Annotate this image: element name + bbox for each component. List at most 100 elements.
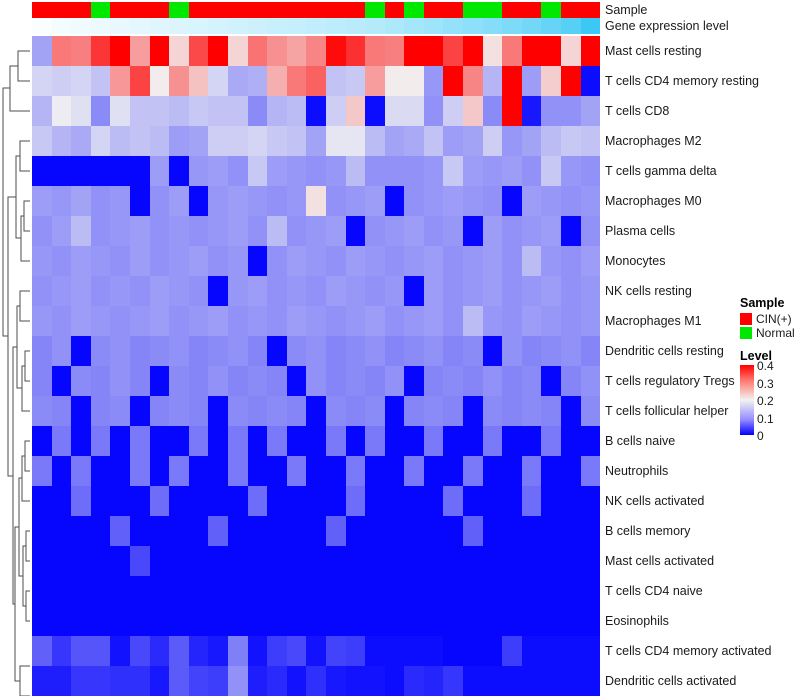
heatmap-cell (169, 456, 189, 486)
heatmap-cell (541, 186, 562, 216)
heatmap-cell (247, 276, 268, 306)
heatmap-cell (306, 216, 326, 246)
heatmap-row (32, 396, 601, 426)
heatmap-row (32, 246, 601, 276)
heatmap-cell (423, 186, 444, 216)
heatmap-cell (580, 366, 601, 396)
heatmap-cell (188, 456, 209, 486)
heatmap-cell (443, 546, 464, 576)
heatmap-cell (267, 456, 287, 486)
heatmap-cell (71, 306, 91, 336)
legend-entry-label: CIN(+) (756, 311, 792, 326)
heatmap-cell (580, 96, 601, 126)
heatmap-cell (90, 336, 111, 366)
heatmap-cell (110, 366, 130, 396)
sample-annotation-cell (502, 2, 522, 18)
heatmap-cell (51, 66, 72, 96)
heatmap-cell (384, 246, 405, 276)
heatmap-cell (365, 96, 385, 126)
heatmap-cell (110, 666, 130, 696)
heatmap-cell (463, 546, 483, 576)
heatmap-cell (561, 576, 581, 606)
heatmap-cell (149, 156, 170, 186)
heatmap-cell (443, 636, 464, 666)
legend-entry-label: Normal (756, 325, 795, 340)
heatmap-row-label: Plasma cells (605, 224, 676, 238)
heatmap-cell (227, 486, 248, 516)
heatmap-cell (32, 546, 52, 576)
heatmap-cell (482, 96, 503, 126)
heatmap-cell (443, 36, 464, 66)
heatmap-cell (443, 246, 464, 276)
heatmap-cell (51, 516, 72, 546)
heatmap-cell (71, 666, 91, 696)
heatmap-row-label: Mast cells activated (605, 554, 715, 568)
heatmap-cell (404, 606, 424, 636)
heatmap-cell (286, 276, 307, 306)
heatmap-cell (129, 126, 150, 156)
heatmap-cell (267, 306, 287, 336)
heatmap-cell (71, 156, 91, 186)
heatmap-cell (227, 246, 248, 276)
heatmap-cell (32, 396, 52, 426)
heatmap-cell (71, 336, 91, 366)
heatmap-cell (561, 246, 581, 276)
sample-annotation-label: Sample (605, 3, 648, 17)
heatmap-cell (129, 486, 150, 516)
heatmap-row (32, 366, 601, 396)
heatmap-cell (365, 246, 385, 276)
heatmap-row-label: T cells follicular helper (605, 404, 729, 418)
heatmap-cell (149, 336, 170, 366)
heatmap-cell (267, 546, 287, 576)
heatmap-cell (325, 216, 346, 246)
heatmap-cell (384, 306, 405, 336)
heatmap-cell (463, 636, 483, 666)
heatmap-cell (110, 516, 130, 546)
sample-annotation-cell (286, 2, 307, 18)
heatmap-cell (129, 276, 150, 306)
level-legend-tick: 0.2 (757, 394, 774, 408)
heatmap-cell (463, 336, 483, 366)
heatmap-cell (404, 516, 424, 546)
heatmap-cell (365, 156, 385, 186)
heatmap-cell (286, 666, 307, 696)
heatmap-cell (463, 366, 483, 396)
heatmap-cell (541, 276, 562, 306)
heatmap-cell (521, 666, 542, 696)
legend-color-swatch (740, 312, 752, 325)
heatmap-cell (188, 606, 209, 636)
heatmap-cell (384, 666, 405, 696)
heatmap-cell (286, 246, 307, 276)
heatmap-cell (482, 156, 503, 186)
heatmap-cell (463, 396, 483, 426)
sample-annotation-cell (306, 2, 326, 18)
heatmap-cell (149, 306, 170, 336)
gene-expression-annotation-cell (306, 18, 326, 34)
heatmap-cell (227, 516, 248, 546)
heatmap-cell (32, 276, 52, 306)
heatmap-cell (188, 306, 209, 336)
heatmap-cell (286, 306, 307, 336)
gene-expression-annotation-cell (521, 18, 542, 34)
heatmap-cell (463, 66, 483, 96)
heatmap-cell (482, 246, 503, 276)
heatmap-cell (404, 186, 424, 216)
heatmap-cell (169, 606, 189, 636)
heatmap-cell (443, 306, 464, 336)
heatmap-cell (32, 336, 52, 366)
heatmap-cell (423, 36, 444, 66)
heatmap-cell (32, 666, 52, 696)
heatmap-cell (345, 186, 366, 216)
heatmap-cell (110, 636, 130, 666)
heatmap-row-label: NK cells resting (605, 284, 692, 298)
heatmap-cell (208, 636, 228, 666)
heatmap-row (32, 126, 601, 156)
heatmap-cell (267, 186, 287, 216)
heatmap-row-label: Macrophages M2 (605, 134, 702, 148)
heatmap-cell (482, 516, 503, 546)
sample-annotation-cell (90, 2, 111, 18)
heatmap-cell (188, 666, 209, 696)
heatmap-cell (521, 546, 542, 576)
heatmap-cell (286, 186, 307, 216)
heatmap-cell (463, 36, 483, 66)
